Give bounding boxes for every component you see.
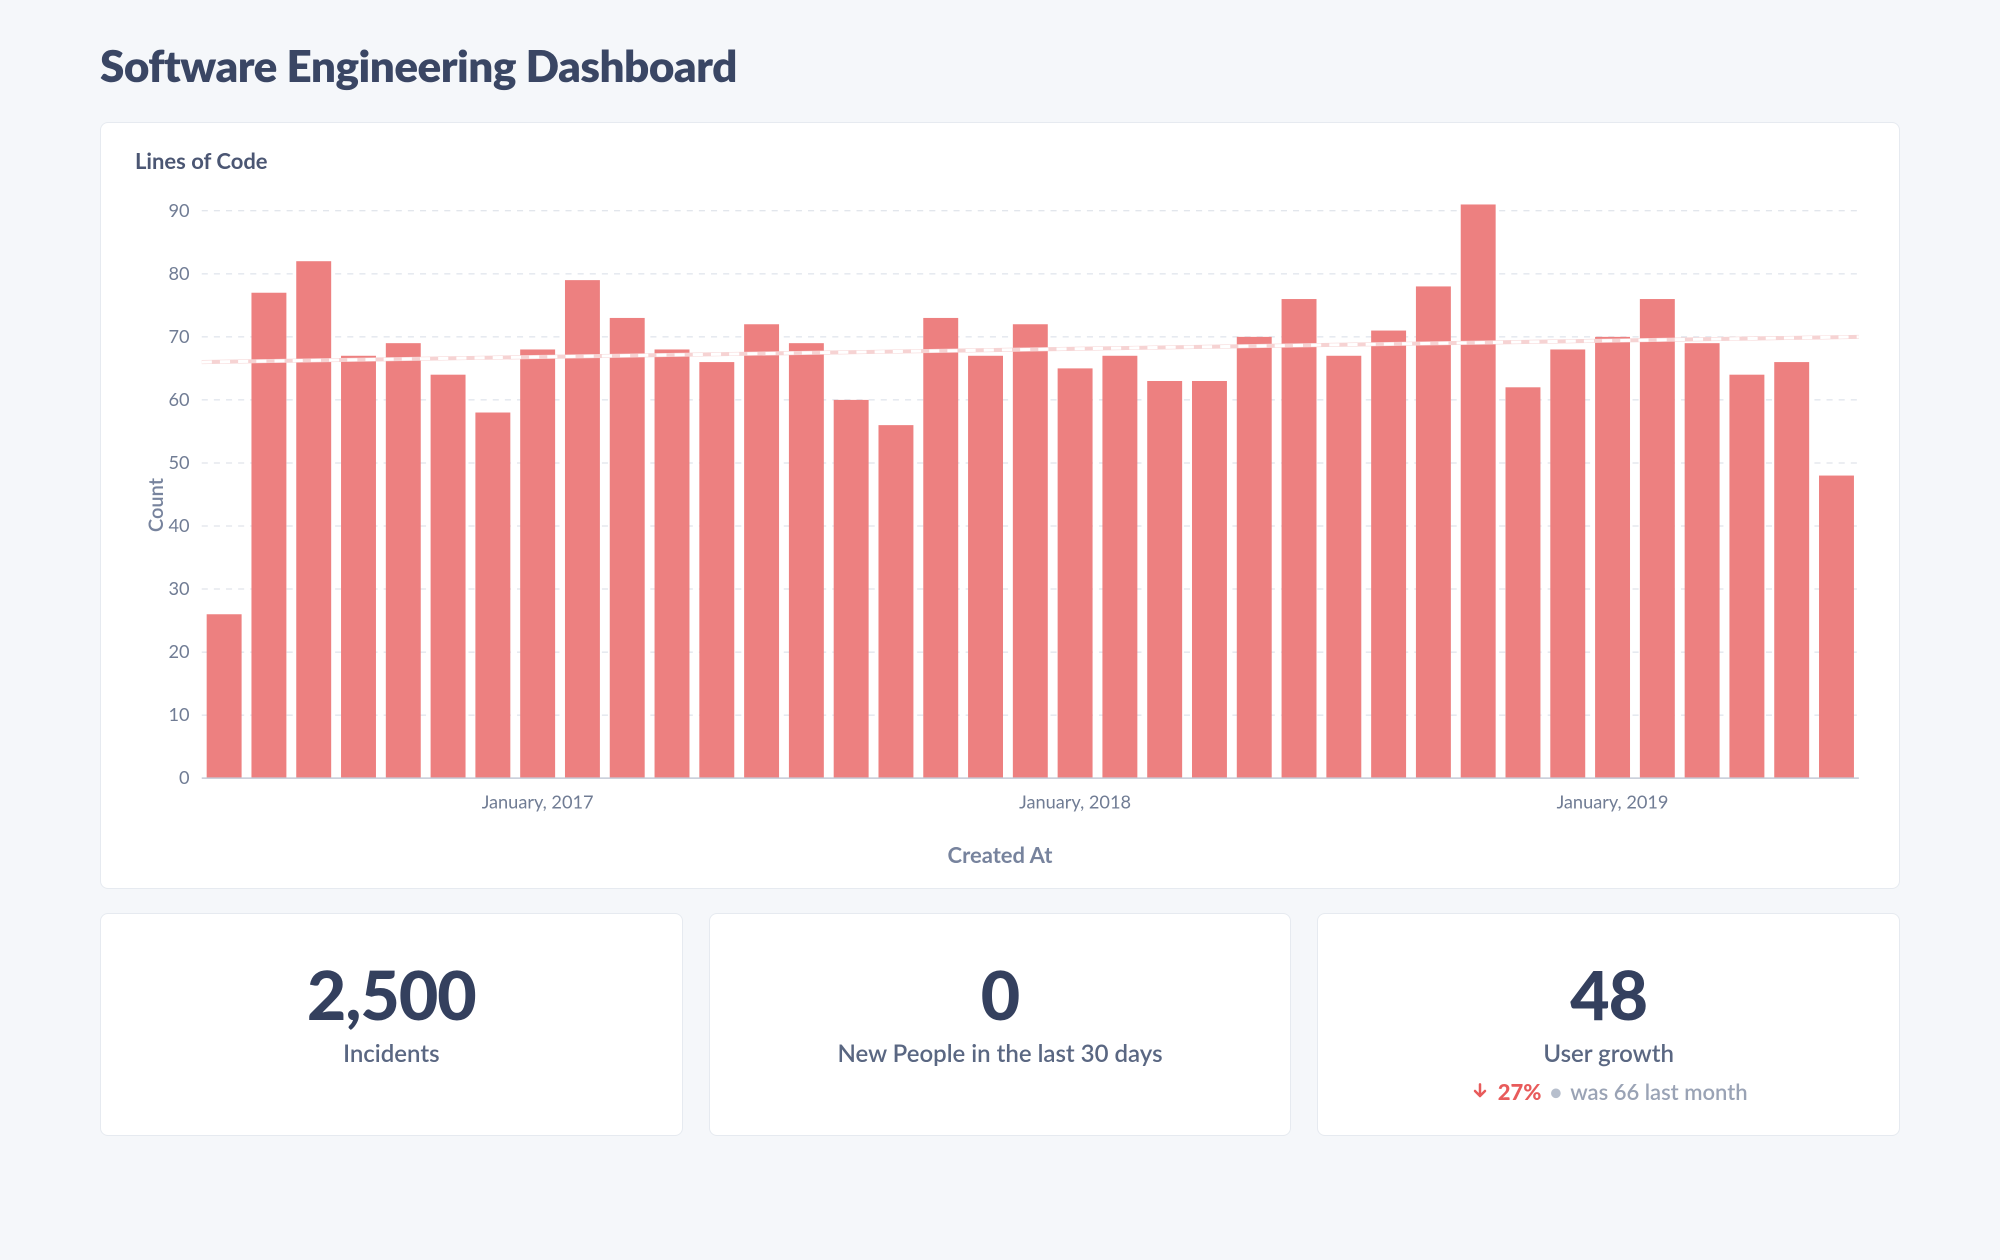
bar[interactable] <box>1685 343 1720 778</box>
bar[interactable] <box>1729 375 1764 778</box>
bar[interactable] <box>1640 299 1675 778</box>
stat-card-user-growth[interactable]: 48 User growth 27% • was 66 last month <box>1317 913 1900 1137</box>
bar[interactable] <box>1595 337 1630 778</box>
delta-subtext: was 66 last month <box>1570 1078 1747 1105</box>
svg-text:90: 90 <box>169 199 190 221</box>
bar[interactable] <box>789 343 824 778</box>
svg-text:January, 2017: January, 2017 <box>482 790 594 812</box>
bar[interactable] <box>1461 204 1496 778</box>
stat-label-user-growth: User growth <box>1338 1039 1879 1068</box>
stats-row: 2,500 Incidents 0 New People in the last… <box>100 913 1900 1137</box>
svg-text:30: 30 <box>169 577 190 599</box>
bar[interactable] <box>1416 286 1451 778</box>
bar[interactable] <box>475 413 510 779</box>
bar[interactable] <box>1282 299 1317 778</box>
bar[interactable] <box>1058 368 1093 778</box>
svg-text:70: 70 <box>169 325 190 347</box>
bar[interactable] <box>1237 337 1272 778</box>
bar[interactable] <box>744 324 779 778</box>
bar[interactable] <box>1506 387 1541 778</box>
bar[interactable] <box>1371 331 1406 779</box>
bar[interactable] <box>655 349 690 778</box>
bar[interactable] <box>834 400 869 778</box>
bar[interactable] <box>386 343 421 778</box>
svg-text:January, 2018: January, 2018 <box>1019 790 1131 812</box>
svg-text:20: 20 <box>169 640 190 662</box>
bar[interactable] <box>251 293 286 778</box>
bullet-separator-icon: • <box>1549 1078 1562 1105</box>
bar[interactable] <box>1774 362 1809 778</box>
bar[interactable] <box>341 356 376 778</box>
svg-text:60: 60 <box>169 388 190 410</box>
bar-chart[interactable]: 0 10 20 30 40 50 60 70 80 90 January, 2017 January,… <box>131 182 1869 829</box>
bar[interactable] <box>1819 476 1854 779</box>
page-title: Software Engineering Dashboard <box>100 40 1900 92</box>
svg-text:10: 10 <box>169 703 190 725</box>
chart-title: Lines of Code <box>135 147 1869 174</box>
stat-label-new-people: New People in the last 30 days <box>730 1039 1271 1068</box>
stat-card-new-people[interactable]: 0 New People in the last 30 days <box>709 913 1292 1137</box>
stat-label-incidents: Incidents <box>121 1039 662 1068</box>
stat-card-incidents[interactable]: 2,500 Incidents <box>100 913 683 1137</box>
svg-text:0: 0 <box>179 766 190 788</box>
delta-percent: 27% <box>1498 1078 1542 1105</box>
bar[interactable] <box>1326 356 1361 778</box>
bar[interactable] <box>1192 381 1227 778</box>
svg-text:40: 40 <box>169 514 190 536</box>
bar[interactable] <box>296 261 331 778</box>
stat-value-new-people: 0 <box>730 954 1271 1035</box>
bar[interactable] <box>699 362 734 778</box>
lines-of-code-chart-card: Lines of Code Count 0 10 20 30 40 50 60 70 80 90 J… <box>100 122 1900 889</box>
bar[interactable] <box>610 318 645 778</box>
stat-value-incidents: 2,500 <box>121 954 662 1035</box>
svg-text:50: 50 <box>169 451 190 473</box>
bar[interactable] <box>878 425 913 778</box>
bar[interactable] <box>968 356 1003 778</box>
chart-y-axis-title: Count <box>144 478 168 532</box>
svg-text:January, 2019: January, 2019 <box>1557 790 1669 812</box>
bar[interactable] <box>431 375 466 778</box>
bar[interactable] <box>1550 349 1585 778</box>
bar[interactable] <box>520 349 555 778</box>
bar[interactable] <box>923 318 958 778</box>
stat-value-user-growth: 48 <box>1338 954 1879 1035</box>
bar[interactable] <box>1013 324 1048 778</box>
bar[interactable] <box>1102 356 1137 778</box>
arrow-down-icon <box>1470 1081 1490 1101</box>
chart-x-axis-title: Created At <box>131 841 1869 868</box>
svg-text:80: 80 <box>169 262 190 284</box>
stat-sub-user-growth: 27% • was 66 last month <box>1470 1078 1748 1105</box>
bar[interactable] <box>207 614 242 778</box>
bar[interactable] <box>1147 381 1182 778</box>
